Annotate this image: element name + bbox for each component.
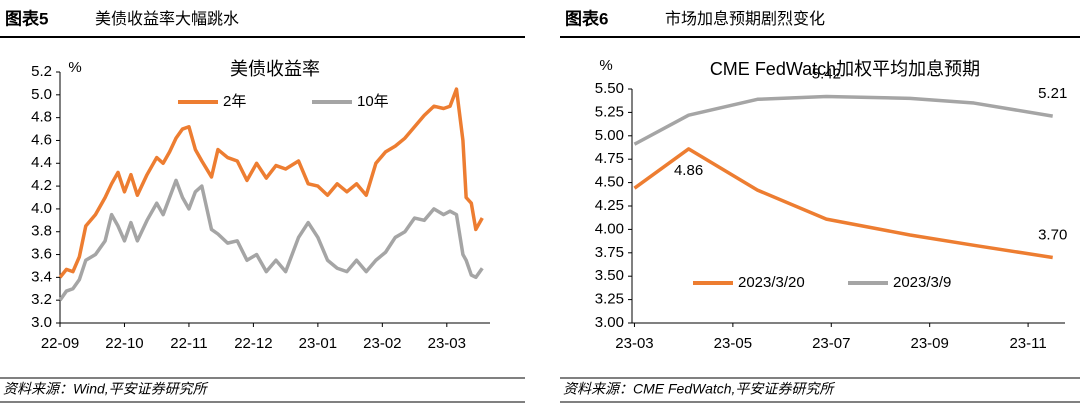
legend-label: 2年 xyxy=(223,93,246,110)
y-tick-label: 4.50 xyxy=(595,174,624,191)
legend-label: 10年 xyxy=(357,93,389,110)
header-rule xyxy=(560,36,1080,38)
y-tick-label: 3.8 xyxy=(31,223,52,240)
y-tick-label: 4.6 xyxy=(31,131,52,148)
x-tick-label: 23-03 xyxy=(428,335,466,352)
chart-title: 美债收益率 xyxy=(230,59,320,79)
y-tick-label: 5.2 xyxy=(31,63,52,80)
y-tick-label: 3.0 xyxy=(31,314,52,331)
y-tick-label: 3.75 xyxy=(595,244,624,261)
y-tick-label: 4.2 xyxy=(31,177,52,194)
data-label: 5.21 xyxy=(1038,85,1067,102)
y-tick-label: 5.00 xyxy=(595,127,624,144)
x-tick-label: 23-05 xyxy=(714,335,752,352)
figure-label: 图表5 xyxy=(5,8,48,28)
x-tick-label: 23-09 xyxy=(911,335,949,352)
y-tick-label: 5.0 xyxy=(31,86,52,103)
data-label: 4.86 xyxy=(674,162,703,179)
y-tick-label: 3.50 xyxy=(595,267,624,284)
y-tick-label: 4.75 xyxy=(595,150,624,167)
data-label: 5.42 xyxy=(812,65,841,82)
y-tick-label: 4.8 xyxy=(31,109,52,126)
x-tick-label: 23-11 xyxy=(1009,335,1046,352)
figure-heading: 美债收益率大幅跳水 xyxy=(95,10,239,28)
header-rule xyxy=(0,36,525,38)
data-label: 3.70 xyxy=(1038,226,1067,243)
legend-label: 2023/3/20 xyxy=(738,274,805,291)
y-tick-label: 5.25 xyxy=(595,103,624,120)
x-tick-label: 23-07 xyxy=(812,335,850,352)
series-line xyxy=(633,147,1053,260)
series-line xyxy=(633,94,1053,146)
x-tick-label: 23-03 xyxy=(615,335,653,352)
y-tick-label: 3.00 xyxy=(595,314,624,331)
figure-heading: 市场加息预期剧烈变化 xyxy=(665,10,825,28)
x-tick-label: 22-09 xyxy=(41,335,79,352)
x-tick-label: 22-11 xyxy=(170,335,207,352)
x-tick-label: 23-01 xyxy=(299,335,337,352)
x-tick-label: 22-10 xyxy=(105,335,143,352)
y-tick-label: 5.50 xyxy=(595,80,624,97)
y-tick-label: 4.0 xyxy=(31,200,52,217)
y-tick-label: 3.6 xyxy=(31,246,52,263)
series-line xyxy=(58,87,484,279)
source-note: 资料来源：CME FedWatch,平安证券研究所 xyxy=(563,381,835,397)
y-tick-label: 3.4 xyxy=(31,268,52,285)
y-unit: % xyxy=(68,59,81,76)
y-tick-label: 3.25 xyxy=(595,291,624,308)
series-line xyxy=(58,178,484,302)
y-tick-label: 4.00 xyxy=(595,220,624,237)
y-tick-label: 4.4 xyxy=(31,154,52,171)
y-tick-label: 3.2 xyxy=(31,291,52,308)
x-tick-label: 23-02 xyxy=(363,335,401,352)
figure-label: 图表6 xyxy=(565,8,608,28)
chart-title: CME FedWatch加权平均加息预期 xyxy=(710,59,980,79)
y-unit: % xyxy=(599,57,612,74)
x-tick-label: 22-12 xyxy=(234,335,272,352)
y-tick-label: 4.25 xyxy=(595,197,624,214)
source-note: 资料来源：Wind,平安证券研究所 xyxy=(3,381,209,397)
legend-label: 2023/3/9 xyxy=(893,274,951,291)
